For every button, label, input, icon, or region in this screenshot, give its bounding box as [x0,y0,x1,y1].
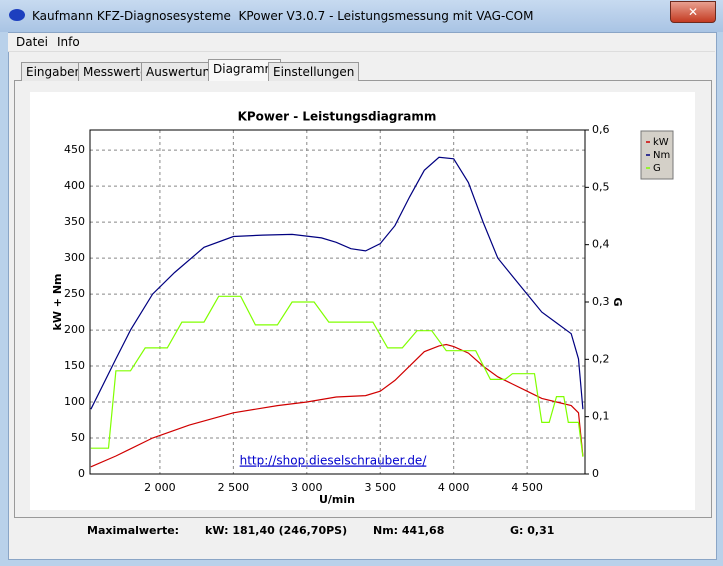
close-button[interactable]: ✕ [670,1,716,23]
y-tick-label: 400 [64,179,85,192]
tab[interactable]: Messwerte [78,62,153,81]
x-tick-label: 2 500 [218,481,250,494]
menu-item[interactable]: Info [57,35,80,49]
tab[interactable]: Einstellungen [268,62,360,81]
link[interactable]: http://shop.dieselschrauber.de/ [240,454,428,468]
y2-tick-label: 0,1 [592,410,610,423]
y2-tick-label: 0,3 [592,295,610,308]
data-line [90,156,584,410]
y-tick-label: 300 [64,251,85,264]
x-axis-label: U/min [319,493,355,506]
y2-tick-label: 0 [592,467,599,480]
footer-label: Maximalwerte: [87,524,180,537]
y-tick-label: 0 [78,467,85,480]
legend-label: Nm [653,150,670,161]
y-tick-label: 450 [64,143,85,156]
y-tick-label: 100 [64,395,85,408]
y2-tick-label: 0,6 [592,123,610,136]
chart-background [30,92,695,510]
data-line [90,343,584,468]
y-tick-label: 200 [64,323,85,336]
chart-title: KPower - Leistungsdiagramm [238,110,437,124]
x-tick-label: 4 000 [438,481,470,494]
x-tick-label: 2 000 [144,481,176,494]
x-tick-label: 4 500 [511,481,543,494]
y-tick-label: 50 [71,431,85,444]
legend-label: G [653,163,661,174]
x-tick-label: 3 500 [364,481,396,494]
x-tick-label: 3 000 [291,481,323,494]
window-title: Kaufmann KFZ-Diagnosesysteme KPower V3.0… [32,9,534,23]
legend-label: kW [653,137,669,148]
plot-frame [89,129,586,475]
menu-bar [8,33,715,52]
y-tick-label: 150 [64,359,85,372]
footer-value: Nm: 441,68 [373,524,445,537]
app-icon [9,9,25,21]
y2-tick-label: 0,4 [592,238,610,251]
menu-item[interactable]: Datei [16,35,49,49]
y2-tick-label: 0,2 [592,352,610,365]
y-tick-label: 350 [64,215,85,228]
footer-value: G: 0,31 [510,524,555,537]
data-line [90,295,584,457]
footer-value: kW: 181,40 (246,70PS) [205,524,348,537]
y2-axis-label: G [611,297,624,306]
y-axis-label: kW + Nm [51,274,64,331]
tab[interactable]: Eingaben [21,62,88,81]
y2-tick-label: 0,5 [592,180,610,193]
title-bar [0,0,723,32]
tab[interactable]: Diagramm [208,59,282,81]
y-tick-label: 250 [64,287,85,300]
